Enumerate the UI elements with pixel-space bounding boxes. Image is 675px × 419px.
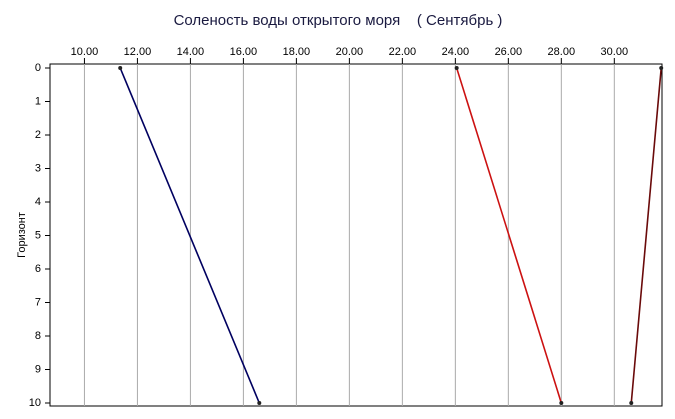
plot-frame — [49, 63, 663, 407]
data-point — [454, 66, 459, 70]
x-tick-label: 16.00 — [230, 46, 258, 58]
data-point — [659, 66, 664, 70]
x-tick-label: 24.00 — [442, 46, 470, 58]
x-tick-label: 20.00 — [336, 46, 364, 58]
y-tick-label: 8 — [35, 330, 41, 342]
y-tick-label: 5 — [35, 229, 41, 241]
data-point — [257, 401, 262, 405]
y-tick-label: 2 — [35, 129, 41, 141]
y-tick-label: 9 — [35, 363, 41, 375]
series-line — [455, 67, 563, 404]
y-tick-label: 6 — [35, 263, 41, 275]
y-tick-label: 1 — [35, 95, 41, 107]
y-tick-label: 3 — [35, 162, 41, 174]
series-line — [119, 67, 261, 404]
x-tick-label: 30.00 — [601, 46, 629, 58]
y-axis-label: Горизонт — [16, 212, 28, 258]
x-tick-label: 26.00 — [495, 46, 523, 58]
data-point — [118, 66, 123, 70]
x-tick-label: 22.00 — [389, 46, 417, 58]
series-line — [630, 67, 663, 404]
x-tick-label: 28.00 — [548, 46, 576, 58]
data-point — [629, 401, 634, 405]
data-point — [559, 401, 564, 405]
y-tick-label: 7 — [35, 296, 41, 308]
x-tick-label: 10.00 — [71, 46, 99, 58]
y-tick-label: 4 — [35, 196, 41, 208]
x-tick-label: 18.00 — [283, 46, 311, 58]
y-tick-label: 10 — [29, 397, 41, 409]
y-tick-label: 0 — [35, 62, 41, 74]
x-tick-label: 14.00 — [177, 46, 205, 58]
chart-title: Соленость воды открытого моря ( Сентябрь… — [174, 12, 503, 29]
x-tick-label: 12.00 — [124, 46, 152, 58]
